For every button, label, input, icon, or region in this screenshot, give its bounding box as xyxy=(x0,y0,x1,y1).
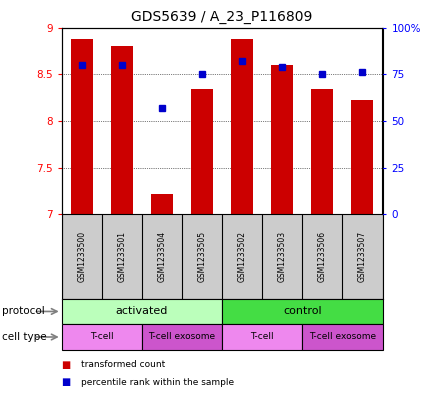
Text: control: control xyxy=(283,307,322,316)
Text: GSM1233500: GSM1233500 xyxy=(77,231,86,282)
Text: GSM1233504: GSM1233504 xyxy=(157,231,167,282)
Text: T-cell: T-cell xyxy=(250,332,274,342)
Text: activated: activated xyxy=(116,307,168,316)
Bar xyxy=(311,89,333,214)
Text: T-cell: T-cell xyxy=(90,332,113,342)
Bar xyxy=(71,39,93,214)
Title: GDS5639 / A_23_P116809: GDS5639 / A_23_P116809 xyxy=(131,10,313,24)
Bar xyxy=(62,324,142,350)
Bar xyxy=(271,65,293,214)
Text: transformed count: transformed count xyxy=(81,360,165,369)
Text: protocol: protocol xyxy=(2,307,45,316)
Bar xyxy=(231,39,253,214)
Text: T-cell exosome: T-cell exosome xyxy=(309,332,376,342)
Text: ■: ■ xyxy=(62,377,71,387)
Bar xyxy=(191,89,213,214)
Bar xyxy=(142,324,222,350)
Text: GSM1233505: GSM1233505 xyxy=(198,231,207,282)
Text: T-cell exosome: T-cell exosome xyxy=(148,332,215,342)
Text: cell type: cell type xyxy=(2,332,47,342)
Text: GSM1233503: GSM1233503 xyxy=(278,231,287,282)
Bar xyxy=(222,299,382,324)
Text: GSM1233502: GSM1233502 xyxy=(238,231,246,282)
Bar xyxy=(151,194,173,214)
Text: GSM1233501: GSM1233501 xyxy=(117,231,126,282)
Bar xyxy=(351,100,374,214)
Bar xyxy=(222,324,302,350)
Bar xyxy=(302,324,382,350)
Text: ■: ■ xyxy=(62,360,71,370)
Bar xyxy=(62,299,222,324)
Text: GSM1233506: GSM1233506 xyxy=(318,231,327,282)
Bar xyxy=(111,46,133,214)
Text: GSM1233507: GSM1233507 xyxy=(358,231,367,282)
Text: percentile rank within the sample: percentile rank within the sample xyxy=(81,378,234,387)
